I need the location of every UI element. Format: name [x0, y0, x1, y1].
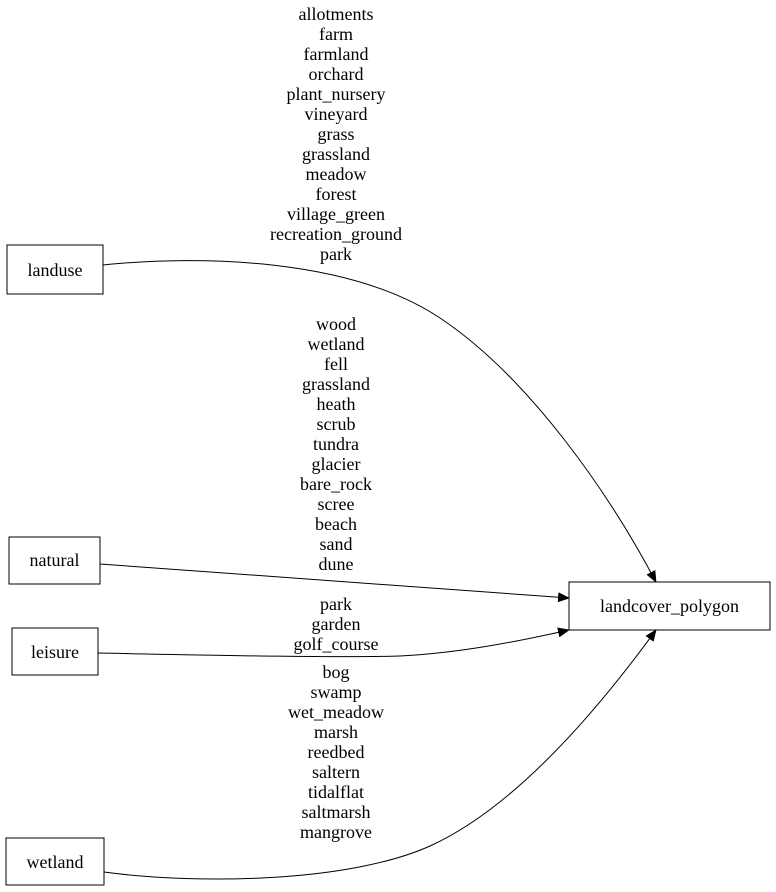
edge-label: heath	[317, 394, 356, 414]
node-wetland-label: wetland	[27, 852, 84, 872]
edge-label: golf_course	[294, 634, 379, 654]
edge-label: recreation_ground	[270, 224, 402, 244]
edge-label: fell	[324, 354, 348, 374]
edge-landuse-line	[102, 260, 657, 583]
edge-natural-line	[99, 563, 570, 603]
edge-label: grassland	[302, 374, 370, 394]
edge-label: plant_nursery	[287, 84, 386, 104]
edge-label: scree	[318, 494, 355, 514]
node-natural[interactable]: natural	[8, 536, 101, 585]
edge-landuse: allotmentsfarmfarmlandorchardplant_nurse…	[102, 4, 657, 583]
node-landcover-polygon[interactable]: landcover_polygon	[568, 581, 771, 631]
edge-label: mangrove	[300, 822, 372, 842]
edge-label: marsh	[314, 722, 358, 742]
edge-natural: woodwetlandfellgrasslandheathscrubtundra…	[99, 314, 570, 603]
node-landcover-polygon-label: landcover_polygon	[600, 596, 739, 616]
node-natural-label: natural	[30, 550, 80, 570]
edge-label: farm	[319, 24, 353, 44]
node-leisure[interactable]: leisure	[11, 627, 99, 676]
edge-label: saltern	[312, 762, 360, 782]
edge-wetland-line	[103, 629, 657, 880]
edge-label: meadow	[306, 164, 367, 184]
node-wetland[interactable]: wetland	[5, 837, 105, 886]
node-landuse-label: landuse	[28, 260, 83, 280]
edge-label: allotments	[299, 4, 374, 24]
edge-label: wetland	[308, 334, 365, 354]
node-leisure-label: leisure	[31, 642, 79, 662]
edge-label: park	[320, 244, 352, 264]
edge-label: reedbed	[308, 742, 365, 762]
edge-label: park	[320, 594, 352, 614]
edge-label: swamp	[311, 682, 362, 702]
edge-landuse-labels: allotmentsfarmfarmlandorchardplant_nurse…	[270, 4, 402, 264]
edge-wetland-labels: bogswampwet_meadowmarshreedbedsalterntid…	[288, 662, 384, 842]
edge-label: bog	[323, 662, 350, 682]
edge-label: tidalflat	[308, 782, 364, 802]
edge-wetland: bogswampwet_meadowmarshreedbedsalterntid…	[103, 629, 657, 880]
edge-natural-labels: woodwetlandfellgrasslandheathscrubtundra…	[300, 314, 372, 574]
edge-label: garden	[312, 614, 361, 634]
edge-label: glacier	[312, 454, 361, 474]
edge-label: grassland	[302, 144, 370, 164]
edge-label: wood	[316, 314, 356, 334]
edge-label: grass	[318, 124, 355, 144]
edge-label: tundra	[313, 434, 359, 454]
edge-label: dune	[319, 554, 354, 574]
edge-label: wet_meadow	[288, 702, 384, 722]
edge-label: forest	[316, 184, 357, 204]
edge-label: saltmarsh	[302, 802, 371, 822]
edge-label: vineyard	[305, 104, 368, 124]
edge-label: scrub	[317, 414, 356, 434]
edge-label: orchard	[309, 64, 364, 84]
edge-label: bare_rock	[300, 474, 372, 494]
edge-label: sand	[320, 534, 353, 554]
edge-label: farmland	[304, 44, 369, 64]
edge-leisure-line	[97, 627, 570, 658]
edge-label: beach	[315, 514, 357, 534]
node-landuse[interactable]: landuse	[6, 244, 104, 295]
edge-label: village_green	[287, 204, 385, 224]
